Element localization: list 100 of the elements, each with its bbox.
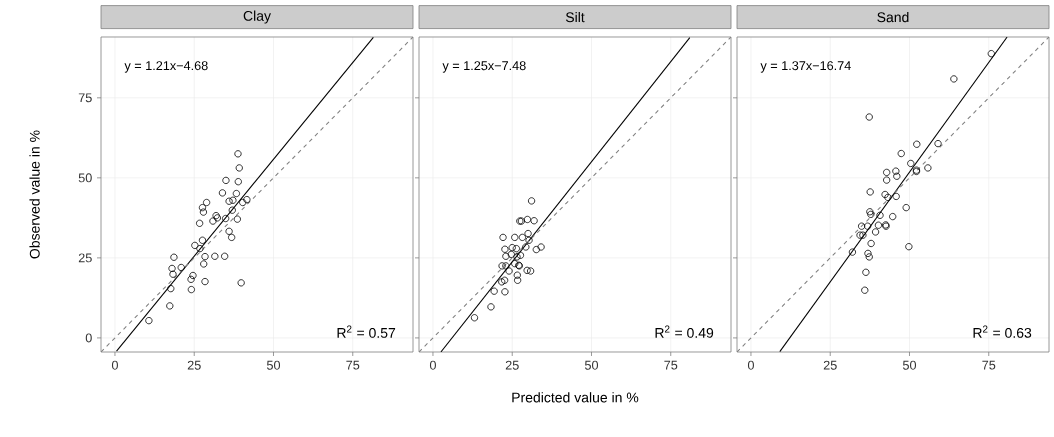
x-tick-label: 75 xyxy=(346,360,360,370)
point xyxy=(864,249,872,257)
point xyxy=(499,233,507,241)
point xyxy=(530,217,538,225)
point xyxy=(883,168,891,177)
point xyxy=(228,233,236,241)
point xyxy=(502,252,510,260)
point xyxy=(527,197,536,205)
chart-title: Clay xyxy=(243,10,271,24)
point xyxy=(523,215,532,224)
x-tick-label: 50 xyxy=(902,360,917,370)
point xyxy=(856,231,864,239)
point xyxy=(508,244,516,252)
point xyxy=(512,245,520,253)
point xyxy=(537,243,545,251)
point xyxy=(907,159,915,168)
x-tick-label: 75 xyxy=(982,360,996,370)
point xyxy=(511,260,519,268)
point xyxy=(861,286,869,294)
point xyxy=(145,317,153,325)
point xyxy=(218,189,227,197)
point xyxy=(189,271,197,280)
point xyxy=(228,206,236,214)
point xyxy=(187,285,195,294)
point xyxy=(201,277,209,286)
point xyxy=(470,314,479,322)
chart-title: Silt xyxy=(565,11,585,23)
x-tick-label: 25 xyxy=(505,360,519,370)
point xyxy=(862,268,870,276)
point xyxy=(848,248,857,256)
point xyxy=(501,245,509,253)
annotation: y = 1.37x−16.74 xyxy=(760,61,851,73)
point xyxy=(892,167,900,175)
point xyxy=(934,140,942,148)
y-axis-title: Observed value in % xyxy=(29,130,40,259)
point xyxy=(487,303,495,311)
point xyxy=(237,279,245,287)
point xyxy=(222,214,230,223)
point xyxy=(527,267,535,275)
annotation: y = 1.21x−4.68 xyxy=(124,61,208,73)
point xyxy=(169,270,177,278)
x-tick-label: 25 xyxy=(823,360,837,370)
annotation: R$^{2}$ = 0.49 xyxy=(655,325,714,338)
point xyxy=(513,271,521,279)
point xyxy=(884,193,892,201)
point xyxy=(211,252,219,260)
x-tick-label: 25 xyxy=(187,360,201,370)
y-tick-label: 75 xyxy=(78,93,92,103)
chart-title: Sand xyxy=(877,11,909,23)
point xyxy=(883,176,891,184)
point xyxy=(864,222,872,230)
point xyxy=(501,288,509,296)
point xyxy=(902,204,910,212)
point xyxy=(202,198,211,207)
x-axis-title: Predicted value in % xyxy=(512,392,639,403)
point xyxy=(876,211,884,219)
point xyxy=(239,198,247,207)
point xyxy=(893,172,901,180)
point xyxy=(200,260,208,268)
point xyxy=(511,233,519,241)
point xyxy=(866,188,874,196)
point xyxy=(243,196,251,204)
point xyxy=(514,276,522,284)
point xyxy=(897,149,905,158)
annotation: R$^{2}$ = 0.57 xyxy=(337,325,396,338)
annotation: R$^{2}$ = 0.63 xyxy=(973,325,1032,338)
point xyxy=(234,178,242,186)
x-tick-label: 50 xyxy=(584,360,599,370)
point xyxy=(170,253,178,261)
point xyxy=(950,75,958,83)
x-tick-label: 75 xyxy=(664,360,678,370)
point xyxy=(859,231,867,239)
point xyxy=(225,227,233,235)
point xyxy=(177,263,185,272)
point xyxy=(221,252,229,260)
point xyxy=(167,285,175,293)
y-tick-label: 50 xyxy=(78,173,92,183)
point xyxy=(229,196,237,204)
point xyxy=(232,189,240,198)
point xyxy=(905,243,913,251)
point xyxy=(513,253,521,261)
point xyxy=(913,140,921,148)
point xyxy=(518,233,526,241)
point xyxy=(871,228,880,236)
point xyxy=(498,278,506,286)
point xyxy=(196,219,204,227)
point xyxy=(881,190,889,199)
point xyxy=(865,113,873,121)
annotation: y = 1.25x−7.48 xyxy=(442,61,526,73)
point xyxy=(892,192,900,201)
point xyxy=(209,217,217,225)
point xyxy=(507,250,515,258)
point xyxy=(168,264,176,273)
point xyxy=(858,222,866,230)
point xyxy=(867,239,875,248)
x-tick-label: 50 xyxy=(266,360,281,370)
point xyxy=(234,150,242,158)
point xyxy=(889,212,897,221)
point xyxy=(225,197,233,205)
point xyxy=(501,276,509,284)
